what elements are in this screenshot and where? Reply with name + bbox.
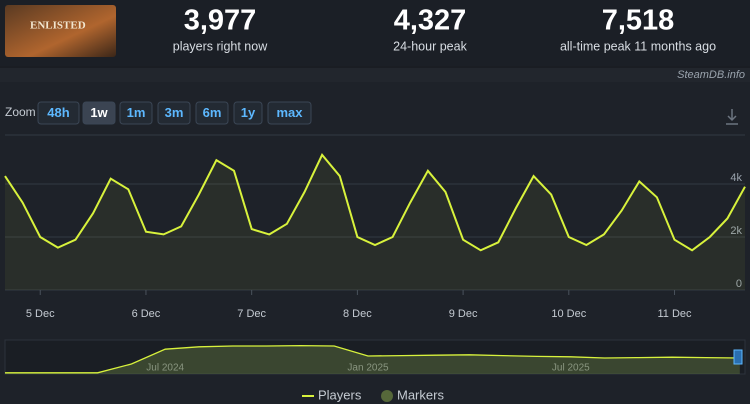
zoom-button[interactable]	[267, 101, 312, 125]
legend-label[interactable]: Markers	[397, 387, 444, 402]
zoom-button-label[interactable]: 48h	[47, 105, 69, 120]
zoom-button-label[interactable]: 1m	[127, 105, 146, 120]
stat-value: 7,518	[602, 5, 675, 37]
zoom-button[interactable]	[233, 101, 263, 125]
stat-value: 4,327	[394, 5, 467, 37]
zoom-button-label[interactable]: 1y	[241, 105, 256, 120]
game-image	[5, 5, 116, 57]
area-fill	[5, 154, 745, 290]
legend-swatch	[381, 390, 393, 402]
stat-label: players right now	[173, 39, 268, 53]
legend-label[interactable]: Players	[318, 387, 362, 402]
x-tick-label: 10 Dec	[551, 308, 586, 320]
x-tick-label: 11 Dec	[658, 308, 693, 320]
x-tick-label: 6 Dec	[132, 308, 161, 320]
stat-value: 3,977	[184, 5, 257, 37]
zoom-button-label[interactable]: max	[276, 105, 303, 120]
x-tick-label: 9 Dec	[449, 308, 478, 320]
image-text: ENLISTED	[30, 20, 86, 32]
zoom-button[interactable]	[82, 101, 116, 125]
y-tick-label: 0	[736, 278, 742, 290]
download-icon[interactable]	[726, 109, 738, 125]
zoom-button[interactable]	[119, 101, 153, 125]
zoom-button-label[interactable]: 3m	[165, 105, 184, 120]
zoom-button-label[interactable]: 1w	[90, 105, 108, 120]
navigator-line	[5, 344, 740, 374]
navigator-handle[interactable]	[733, 349, 743, 365]
zoom-label: Zoom	[5, 105, 36, 119]
stat-label: all-time peak 11 months ago	[560, 39, 716, 53]
x-tick-label: 5 Dec	[26, 308, 55, 320]
zoom-button[interactable]	[195, 101, 229, 125]
y-tick-label: 2k	[730, 225, 742, 237]
zoom-button[interactable]	[157, 101, 191, 125]
stat-label: 24-hour peak	[393, 39, 467, 53]
x-tick-label: 8 Dec	[343, 308, 372, 320]
header-bg	[0, 0, 750, 66]
zoom-button-label[interactable]: 6m	[203, 105, 222, 120]
y-tick-label: 4k	[730, 172, 742, 184]
source-strip	[0, 68, 750, 82]
source: SteamDB.info	[677, 69, 745, 81]
x-tick-label: 7 Dec	[237, 308, 266, 320]
navigator-area	[5, 345, 740, 374]
zoom-button[interactable]	[37, 101, 80, 125]
line	[4, 153, 746, 252]
